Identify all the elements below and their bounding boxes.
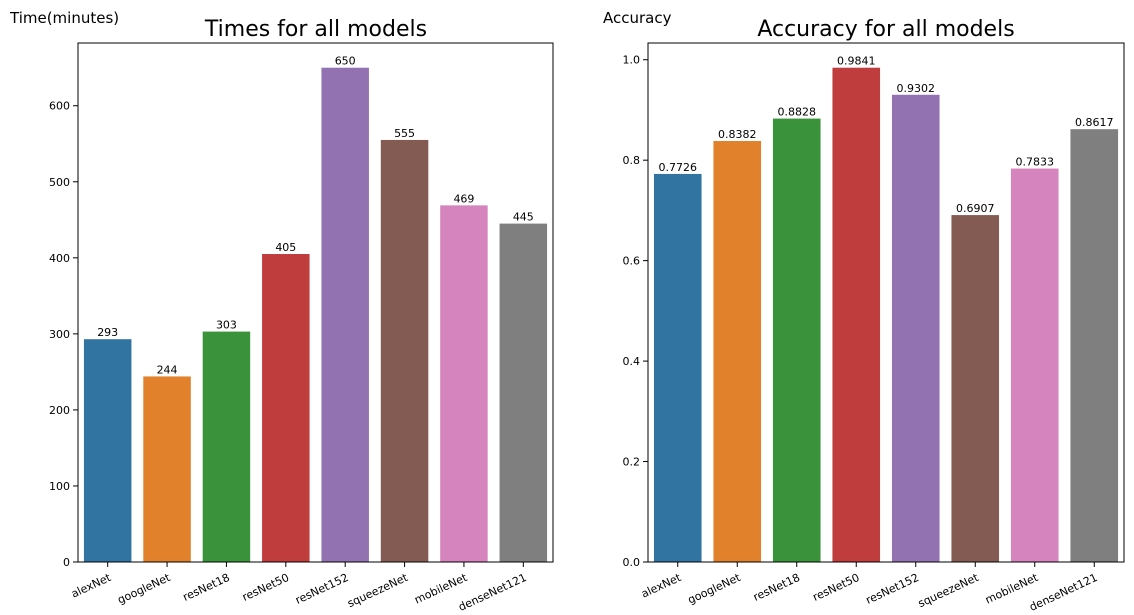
times-plot-frame — [77, 42, 554, 563]
accuracy-data-label-googleNet: 0.8382 — [718, 128, 757, 141]
accuracy-y-tick-label: 0.6 — [623, 255, 641, 268]
times-y-tick-label: 500 — [49, 176, 70, 189]
accuracy-x-tick-label-resNet18: resNet18 — [751, 571, 802, 604]
accuracy-data-label-mobileNet: 0.7833 — [1016, 156, 1055, 169]
times-y-tick-label: 0 — [63, 556, 70, 569]
accuracy-data-label-resNet18: 0.8828 — [778, 106, 817, 119]
times-y-tick-label: 100 — [49, 480, 70, 493]
accuracy-y-ticks: 0.0 0.2 0.4 0.6 0.8 1.0 — [623, 54, 648, 569]
times-data-label-resNet50: 405 — [275, 241, 296, 254]
accuracy-y-tick-label: 1.0 — [623, 54, 641, 67]
accuracy-x-tick-label-squeezeNet: squeezeNet — [916, 571, 981, 611]
times-data-labels: 293 244 303 405 650 555 469 445 — [97, 55, 534, 377]
times-bar-resNet152 — [321, 67, 369, 562]
times-x-tick-label-googleNet: googleNet — [116, 571, 173, 607]
accuracy-data-label-squeezeNet: 0.6907 — [956, 202, 995, 215]
times-y-tick-label: 300 — [49, 328, 70, 341]
accuracy-x-tick-label-googleNet: googleNet — [686, 571, 743, 607]
accuracy-x-tick-label-alexNet: alexNet — [639, 571, 683, 601]
accuracy-bars — [653, 67, 1119, 563]
times-x-tick-label-denseNet121: denseNet121 — [456, 571, 528, 614]
times-x-ticks: alexNet googleNet resNet18 resNet50 resNet15… — [69, 562, 529, 614]
times-data-label-alexNet: 293 — [97, 326, 118, 339]
accuracy-chart: Accuracy Accuracy for all models 0.00.20… — [603, 9, 1125, 614]
accuracy-y-tick-label: 0.2 — [623, 456, 641, 469]
accuracy-y-tick-label: 0.4 — [623, 355, 641, 368]
times-bar-resNet50 — [262, 254, 310, 562]
accuracy-data-label-alexNet: 0.7726 — [659, 161, 698, 174]
times-y-axis-label: Time(minutes) — [9, 9, 119, 27]
accuracy-bar-squeezeNet — [951, 215, 1000, 562]
times-data-label-resNet18: 303 — [216, 319, 237, 332]
times-x-tick-label-resNet50: resNet50 — [240, 571, 291, 604]
times-data-label-mobileNet: 469 — [453, 192, 474, 205]
accuracy-x-tick-label-resNet50: resNet50 — [811, 571, 862, 604]
accuracy-x-tick-label-denseNet121: denseNet121 — [1027, 571, 1099, 614]
accuracy-y-tick-label: 0.0 — [623, 556, 641, 569]
times-bar-mobileNet — [440, 205, 488, 562]
accuracy-x-tick-label-resNet152: resNet152 — [864, 571, 921, 607]
accuracy-data-label-resNet152: 0.9302 — [897, 82, 936, 95]
times-data-label-denseNet121: 445 — [513, 211, 534, 224]
times-y-tick-label: 400 — [49, 252, 70, 265]
accuracy-bar-googleNet — [713, 140, 762, 562]
times-bar-resNet18 — [202, 331, 251, 562]
accuracy-y-axis-label: Accuracy — [603, 9, 672, 27]
times-bar-denseNet121 — [499, 223, 548, 562]
times-chart-title: Times for all models — [204, 17, 427, 42]
accuracy-bar-resNet18 — [772, 118, 821, 562]
accuracy-data-label-resNet50: 0.9841 — [837, 55, 876, 68]
times-x-tick-label-resNet152: resNet152 — [293, 571, 350, 607]
times-bar-alexNet — [83, 339, 132, 562]
accuracy-y-tick-label: 0.8 — [623, 154, 641, 167]
times-x-tick-label-alexNet: alexNet — [69, 571, 113, 601]
times-bars — [83, 67, 548, 562]
times-x-tick-label-resNet18: resNet18 — [181, 571, 232, 604]
times-chart: Time(minutes) Times for all models 0 100 2… — [9, 9, 554, 614]
accuracy-plot-frame — [647, 42, 1125, 563]
times-bar-googleNet — [143, 376, 191, 562]
accuracy-bar-alexNet — [653, 173, 702, 562]
accuracy-data-label-denseNet121: 0.8617 — [1075, 116, 1114, 129]
accuracy-bar-resNet152 — [891, 94, 940, 562]
times-y-tick-label: 200 — [49, 404, 70, 417]
accuracy-bar-resNet50 — [832, 67, 881, 563]
accuracy-x-ticks: alexNet googleNet resNet18 resNet50 resNet15… — [639, 562, 1100, 614]
accuracy-data-labels: 0.7726 0.8382 0.8828 0.9841 0.9302 0.6907 0.78… — [659, 55, 1114, 215]
times-data-label-resNet152: 650 — [335, 55, 356, 68]
times-bar-squeezeNet — [380, 139, 429, 562]
accuracy-bar-denseNet121 — [1070, 129, 1119, 563]
times-data-label-googleNet: 244 — [157, 363, 178, 376]
accuracy-bar-mobileNet — [1010, 168, 1059, 562]
times-y-ticks: 0 100 200 300 400 500 600 — [49, 100, 78, 569]
accuracy-chart-title: Accuracy for all models — [757, 17, 1014, 42]
times-x-tick-label-squeezeNet: squeezeNet — [345, 571, 410, 611]
times-y-tick-label: 600 — [49, 100, 70, 113]
times-data-label-squeezeNet: 555 — [394, 127, 415, 140]
